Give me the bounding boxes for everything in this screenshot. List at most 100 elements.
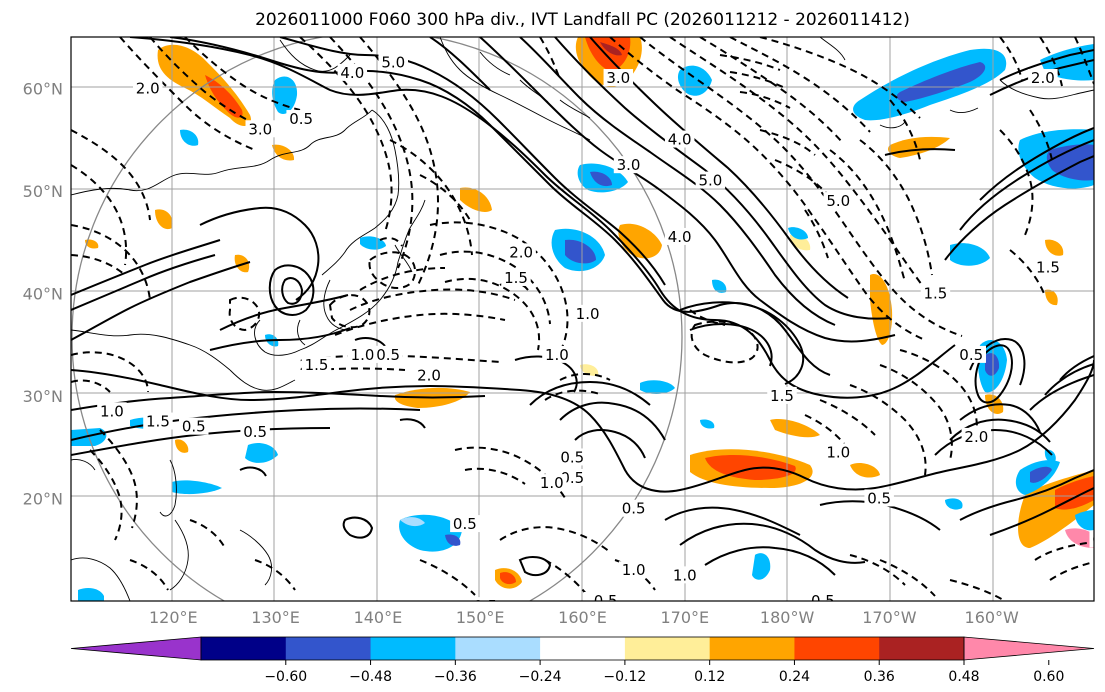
contour-label-bg: [572, 304, 603, 322]
contour-line: [479, 37, 896, 343]
colorbar-segment: [201, 637, 287, 660]
contour-line: [71, 224, 151, 301]
colorbar-segment: [285, 637, 372, 660]
contour-line: [679, 301, 805, 385]
longitude-label: 150°E: [456, 608, 505, 627]
contour-label: 3.0: [3, 161, 27, 179]
contour-label-bg: [664, 130, 695, 148]
contour-line: [529, 380, 651, 406]
contour-line: [609, 37, 926, 341]
contour-label: 2.0: [1097, 433, 1105, 451]
contour-line: [719, 54, 781, 71]
contour-line: [209, 327, 351, 351]
contour-line: [71, 427, 331, 456]
contour-line: [1074, 37, 1094, 85]
contour-line: [944, 155, 1094, 261]
contour-line: [518, 556, 552, 577]
contour-line: [334, 312, 506, 336]
coastline: [254, 319, 301, 356]
contour-line: [429, 221, 569, 353]
contour-line: [71, 129, 151, 221]
positive-core: [205, 75, 243, 118]
positive-area: [155, 209, 173, 230]
contour-label-bg: [132, 79, 163, 97]
contour-line: [149, 37, 271, 131]
contour-label-bg: [470, 597, 501, 601]
contour-label-bg: [542, 345, 572, 363]
contour-label: 1.5: [770, 387, 794, 405]
contour-label-bg: [670, 566, 700, 584]
contour-label: 1.5: [504, 269, 528, 287]
colorbar-segment: [879, 637, 965, 660]
coastline: [71, 557, 131, 601]
contour-label-bg: [603, 69, 634, 87]
colorbar-segment: [794, 637, 880, 660]
contour-line: [959, 469, 1094, 521]
contour-line: [429, 37, 491, 91]
longitude-label: 120°E: [149, 608, 198, 627]
contour-label-bg: [618, 561, 649, 579]
contour-line: [699, 37, 843, 143]
contour-line: [689, 323, 773, 367]
contour-line: [254, 559, 296, 591]
colorbar-tick-label: 0.12: [694, 669, 725, 685]
contour-label: 1.5: [0, 331, 22, 349]
coastline: [279, 39, 351, 72]
contour-line: [368, 251, 417, 289]
contour-label: 2.0: [1031, 69, 1055, 87]
positive-area: [1045, 289, 1058, 306]
coastline: [229, 369, 296, 391]
longitude-label: 140°E: [354, 608, 403, 627]
contour-line: [119, 37, 256, 151]
contour-line: [349, 288, 516, 311]
positive-area: [85, 239, 99, 249]
contour-line: [281, 277, 304, 305]
contour-label-bg: [501, 268, 531, 286]
contour-label-bg: [920, 284, 951, 302]
contour-line: [1044, 363, 1094, 396]
contour-line: [342, 516, 374, 539]
contour-label-bg: [20, 264, 50, 281]
contour-label-bg: [695, 171, 726, 189]
map-frame: [70, 36, 1095, 602]
contour-label: 0.5: [622, 500, 646, 518]
contour-line: [1029, 109, 1053, 161]
negative-area: [360, 236, 386, 250]
negative-area: [78, 588, 104, 601]
negative-area: [172, 480, 222, 495]
contour-line: [71, 407, 421, 441]
contour-line: [129, 559, 169, 591]
contour-line: [989, 59, 1094, 96]
contour-line: [268, 264, 315, 316]
contour-line: [219, 294, 349, 331]
colorbar-extend-low: [70, 636, 202, 661]
contour-line: [989, 487, 1094, 536]
contour-line: [419, 559, 476, 596]
positive-area: [1045, 239, 1064, 256]
positive-area: [600, 42, 622, 56]
contour-line: [199, 206, 320, 301]
contour-label: 0.5: [811, 592, 835, 610]
longitude-label: 160°E: [558, 608, 607, 627]
contour-label: 1.0: [576, 305, 600, 323]
colorbar-tick-label: −0.60: [264, 669, 307, 685]
contour-line: [899, 349, 978, 441]
negative-area: [788, 227, 808, 240]
contour-line: [71, 254, 126, 276]
negative-area: [640, 380, 675, 394]
contour-label: 4.0: [668, 131, 692, 149]
positive-contours: [71, 37, 1094, 577]
contour-line: [979, 127, 1094, 201]
reference-circle: [71, 37, 683, 601]
contour-label-bg: [864, 489, 894, 507]
contour-label-bg: [414, 366, 444, 384]
coastline: [71, 109, 373, 196]
contour-label-bg: [286, 110, 316, 128]
contour-label: 0.5: [1092, 530, 1105, 548]
negative-area: [445, 534, 461, 546]
colorbar-tick-label: −0.36: [434, 669, 477, 685]
contour-label: 1.0: [540, 474, 564, 492]
contour-label: 0.5: [376, 346, 400, 364]
coastline: [159, 459, 177, 517]
contour-label: 1.5: [305, 356, 329, 374]
